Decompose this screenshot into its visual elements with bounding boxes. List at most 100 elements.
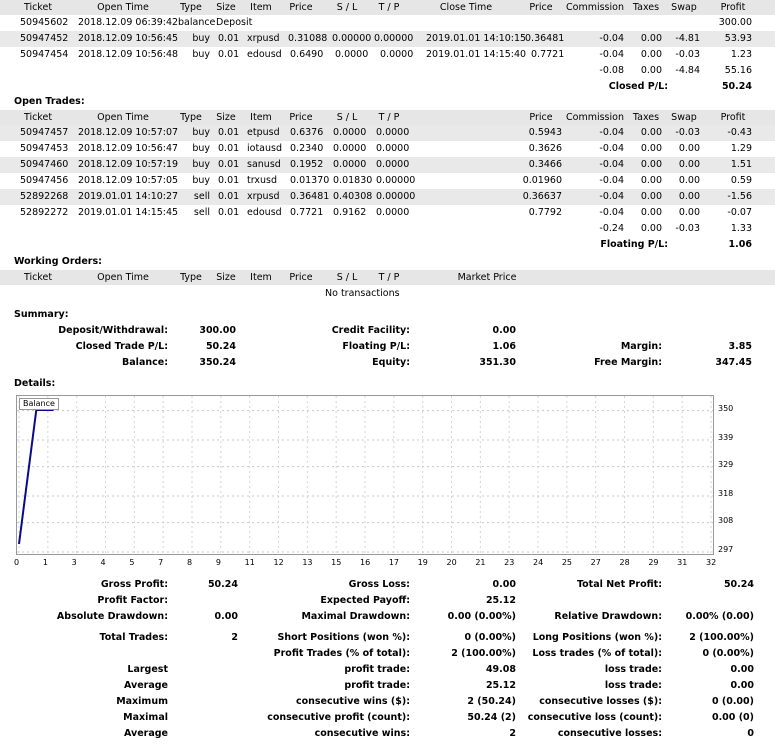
ticket-cell: 50947452 <box>20 33 69 44</box>
stat-value-3: 0.00 (0) <box>711 712 754 723</box>
commission-cell: -0.04 <box>599 127 624 138</box>
market-price-cell: 0.3466 <box>528 159 562 170</box>
table-row[interactable]: 50947460 2018.12.09 10:57:19 buy 0.01 sanusd… <box>0 157 775 173</box>
floating-pl-row: Floating P/L: 1.06 <box>0 237 775 253</box>
total-swap: -4.84 <box>675 65 700 76</box>
tp-cell: 0.00000 <box>374 33 414 44</box>
stat-label-2: Expected Payoff: <box>320 595 410 606</box>
size-cell: 0.01 <box>218 207 240 218</box>
commission-cell: -0.04 <box>599 191 624 202</box>
commission-cell: -0.04 <box>599 175 624 186</box>
profit-cell: 53.93 <box>724 33 752 44</box>
x-tick-label: 8 <box>187 558 193 567</box>
stat-label-1: Average <box>124 680 168 691</box>
close-time-cell: 2019.01.01 14:10:15 <box>426 33 527 44</box>
working-header-row: Ticket Open Time Type Size Item Price S … <box>0 270 775 285</box>
col-price: Price <box>289 272 313 283</box>
x-tick-label: 20 <box>446 558 457 567</box>
no-transactions-text: No transactions <box>325 288 400 299</box>
col-open-time: Open Time <box>97 272 149 283</box>
type-cell: balance <box>178 17 216 28</box>
stat-label-3: consecutive losses ($): <box>539 696 662 707</box>
table-row[interactable]: 50947457 2018.12.09 10:57:07 buy 0.01 etpusd… <box>0 125 775 141</box>
details-title: Details: <box>14 378 56 389</box>
y-tick-label: 350 <box>718 403 734 413</box>
x-tick-label: 21 <box>475 558 486 567</box>
table-row[interactable]: 50947456 2018.12.09 10:57:05 buy 0.01 trxusd… <box>0 173 775 189</box>
col-item: Item <box>250 2 272 13</box>
deposit-value: 300.00 <box>199 325 236 336</box>
total-taxes: 0.00 <box>640 223 662 234</box>
stat-label-3: Total Net Profit: <box>576 579 662 590</box>
tp-cell: 0.00000 <box>376 191 416 202</box>
stat-label-2: Short Positions (won %): <box>277 632 411 643</box>
stat-label-1: Profit Factor: <box>97 595 168 606</box>
col-ticket: Ticket <box>23 272 53 283</box>
item-cell: etpusd <box>247 127 280 138</box>
x-tick-label: 25 <box>561 558 573 567</box>
stat-label-3: Loss trades (% of total): <box>532 648 662 659</box>
table-row[interactable]: 50947454 2018.12.09 10:56:48 buy 0.01 ed… <box>0 47 775 63</box>
credit-label: Credit Facility: <box>331 325 410 336</box>
ticket-cell: 52892268 <box>20 191 69 202</box>
x-tick-label: 0 <box>14 558 20 567</box>
y-tick-label: 339 <box>718 433 734 442</box>
x-tick-label: 29 <box>648 558 659 567</box>
stat-value-2: 2 (50.24) <box>467 696 516 707</box>
swap-cell: 0.00 <box>678 143 700 154</box>
open-time-cell: 2018.12.09 10:57:19 <box>78 159 179 170</box>
type-cell: buy <box>192 33 210 44</box>
balance-chart-svg <box>17 396 713 554</box>
stat-label-1: Maximum <box>116 696 168 707</box>
col-tp: T / P <box>378 272 400 283</box>
swap-cell: 0.00 <box>678 159 700 170</box>
ticket-cell: 52892272 <box>20 207 69 218</box>
price-cell: 0.6490 <box>290 49 324 60</box>
x-tick-label: 15 <box>331 558 342 567</box>
x-tick-label: 7 <box>158 558 164 567</box>
market-price-cell: 0.36637 <box>522 191 562 202</box>
price-cell: 0.6376 <box>290 127 324 138</box>
x-tick-label: 24 <box>533 558 544 567</box>
equity-value: 351.30 <box>479 357 516 368</box>
stat-label-3: consecutive loss (count): <box>527 712 662 723</box>
stat-value-3: 0 (0.00%) <box>702 648 754 659</box>
col-open-time: Open Time <box>97 2 149 13</box>
stat-label-2: Profit Trades (% of total): <box>273 648 410 659</box>
profit-cell: 1.29 <box>730 143 752 154</box>
col-open-time: Open Time <box>97 112 149 123</box>
commission-cell: -0.04 <box>599 33 624 44</box>
profit-cell: -0.43 <box>727 127 752 138</box>
floating-pl-value: 1.06 <box>728 239 752 250</box>
commission-cell: -0.04 <box>599 159 624 170</box>
stat-label-1: Maximal <box>123 712 168 723</box>
col-close-price: Price <box>529 2 553 13</box>
taxes-cell: 0.00 <box>640 49 662 60</box>
free-margin-label: Free Margin: <box>594 357 662 368</box>
margin-value: 3.85 <box>728 341 752 352</box>
open-time-cell: 2018.12.09 10:56:47 <box>78 143 179 154</box>
ticket-cell: 50945602 <box>20 17 69 28</box>
col-size: Size <box>216 272 236 283</box>
table-row[interactable]: 52892268 2019.01.01 14:10:27 sell 0.01 xrpus… <box>0 189 775 205</box>
stat-label-1: Largest <box>127 664 168 675</box>
stat-value-3: 0.00 <box>730 664 754 675</box>
open-time-cell: 2018.12.09 10:57:07 <box>78 127 179 138</box>
col-swap: Swap <box>671 2 697 13</box>
table-row[interactable]: 50947452 2018.12.09 10:56:45 buy 0.01 xr… <box>0 31 775 47</box>
sl-cell: 0.0000 <box>335 49 369 60</box>
col-close-time: Close Time <box>439 2 493 13</box>
table-row[interactable]: 52892272 2019.01.01 14:15:45 sell 0.01 edous… <box>0 205 775 221</box>
table-row[interactable]: 50945602 2018.12.09 06:39:42 balance Dep… <box>0 15 775 31</box>
close-price-cell: 0.36481 <box>525 33 565 44</box>
open-time-cell: 2018.12.09 10:56:48 <box>78 49 179 60</box>
table-row[interactable]: 50947453 2018.12.09 10:56:47 buy 0.01 iotaus… <box>0 141 775 157</box>
tp-cell: 0.0000 <box>376 143 410 154</box>
type-cell: sell <box>193 207 210 218</box>
stat-value-2: 2 (100.00%) <box>451 648 516 659</box>
price-cell: 0.7721 <box>290 207 324 218</box>
price-cell: 0.2340 <box>290 143 324 154</box>
col-profit: Profit <box>720 112 746 123</box>
profit-cell: 1.23 <box>730 49 752 60</box>
tp-cell: 0.0000 <box>376 159 410 170</box>
